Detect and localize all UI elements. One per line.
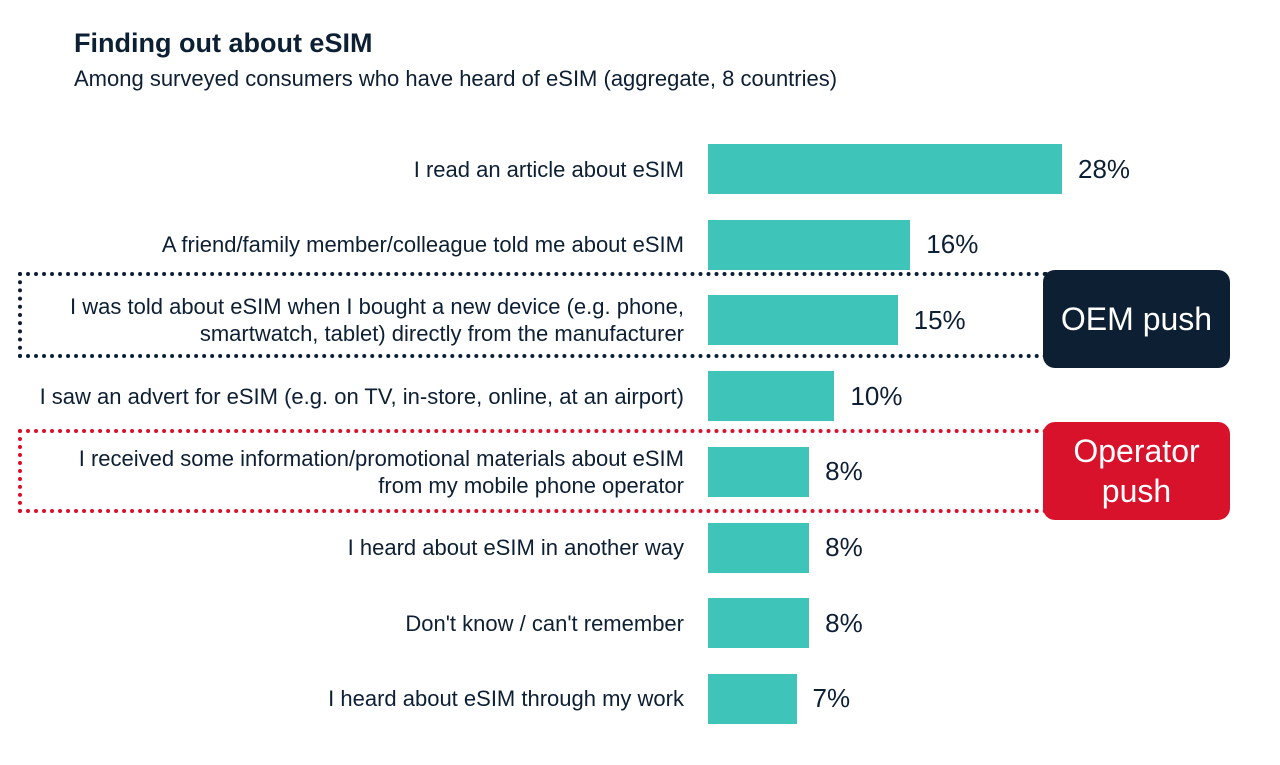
value-label: 8%: [825, 607, 863, 638]
bar: [708, 446, 810, 497]
category-label: I read an article about eSIM: [413, 156, 684, 182]
annotation: Operator push: [1043, 422, 1230, 520]
value-label: 15%: [913, 304, 966, 335]
value-label: 8%: [825, 456, 863, 487]
bar: [708, 295, 898, 346]
category-label: Don't know / can't remember: [405, 610, 684, 636]
value-label: 28%: [1078, 153, 1131, 184]
chart-subtitle: Among surveyed consumers who have heard …: [74, 66, 838, 91]
category-label: I was told about eSIM when I bought a ne…: [70, 294, 684, 347]
chart-title: Finding out about eSIM: [74, 28, 373, 58]
bar: [708, 522, 810, 573]
bar: [708, 598, 810, 649]
bar: [708, 371, 835, 422]
value-label: 7%: [812, 683, 851, 714]
category-label: A friend/family member/colleague told me…: [161, 232, 684, 258]
category-label: I saw an advert for eSIM (e.g. on TV, in…: [39, 383, 684, 409]
category-label: I heard about eSIM through my work: [328, 686, 684, 712]
value-label: 16%: [926, 229, 979, 260]
value-label: 8%: [825, 532, 863, 562]
bar: [708, 673, 797, 724]
annotation: OEM push: [1043, 270, 1230, 368]
category-label: I received some information/promotional …: [78, 445, 684, 498]
bar: [708, 219, 911, 270]
value-label: 10%: [850, 380, 903, 411]
bar: [708, 144, 1062, 194]
category-label: I heard about eSIM in another way: [347, 535, 684, 560]
